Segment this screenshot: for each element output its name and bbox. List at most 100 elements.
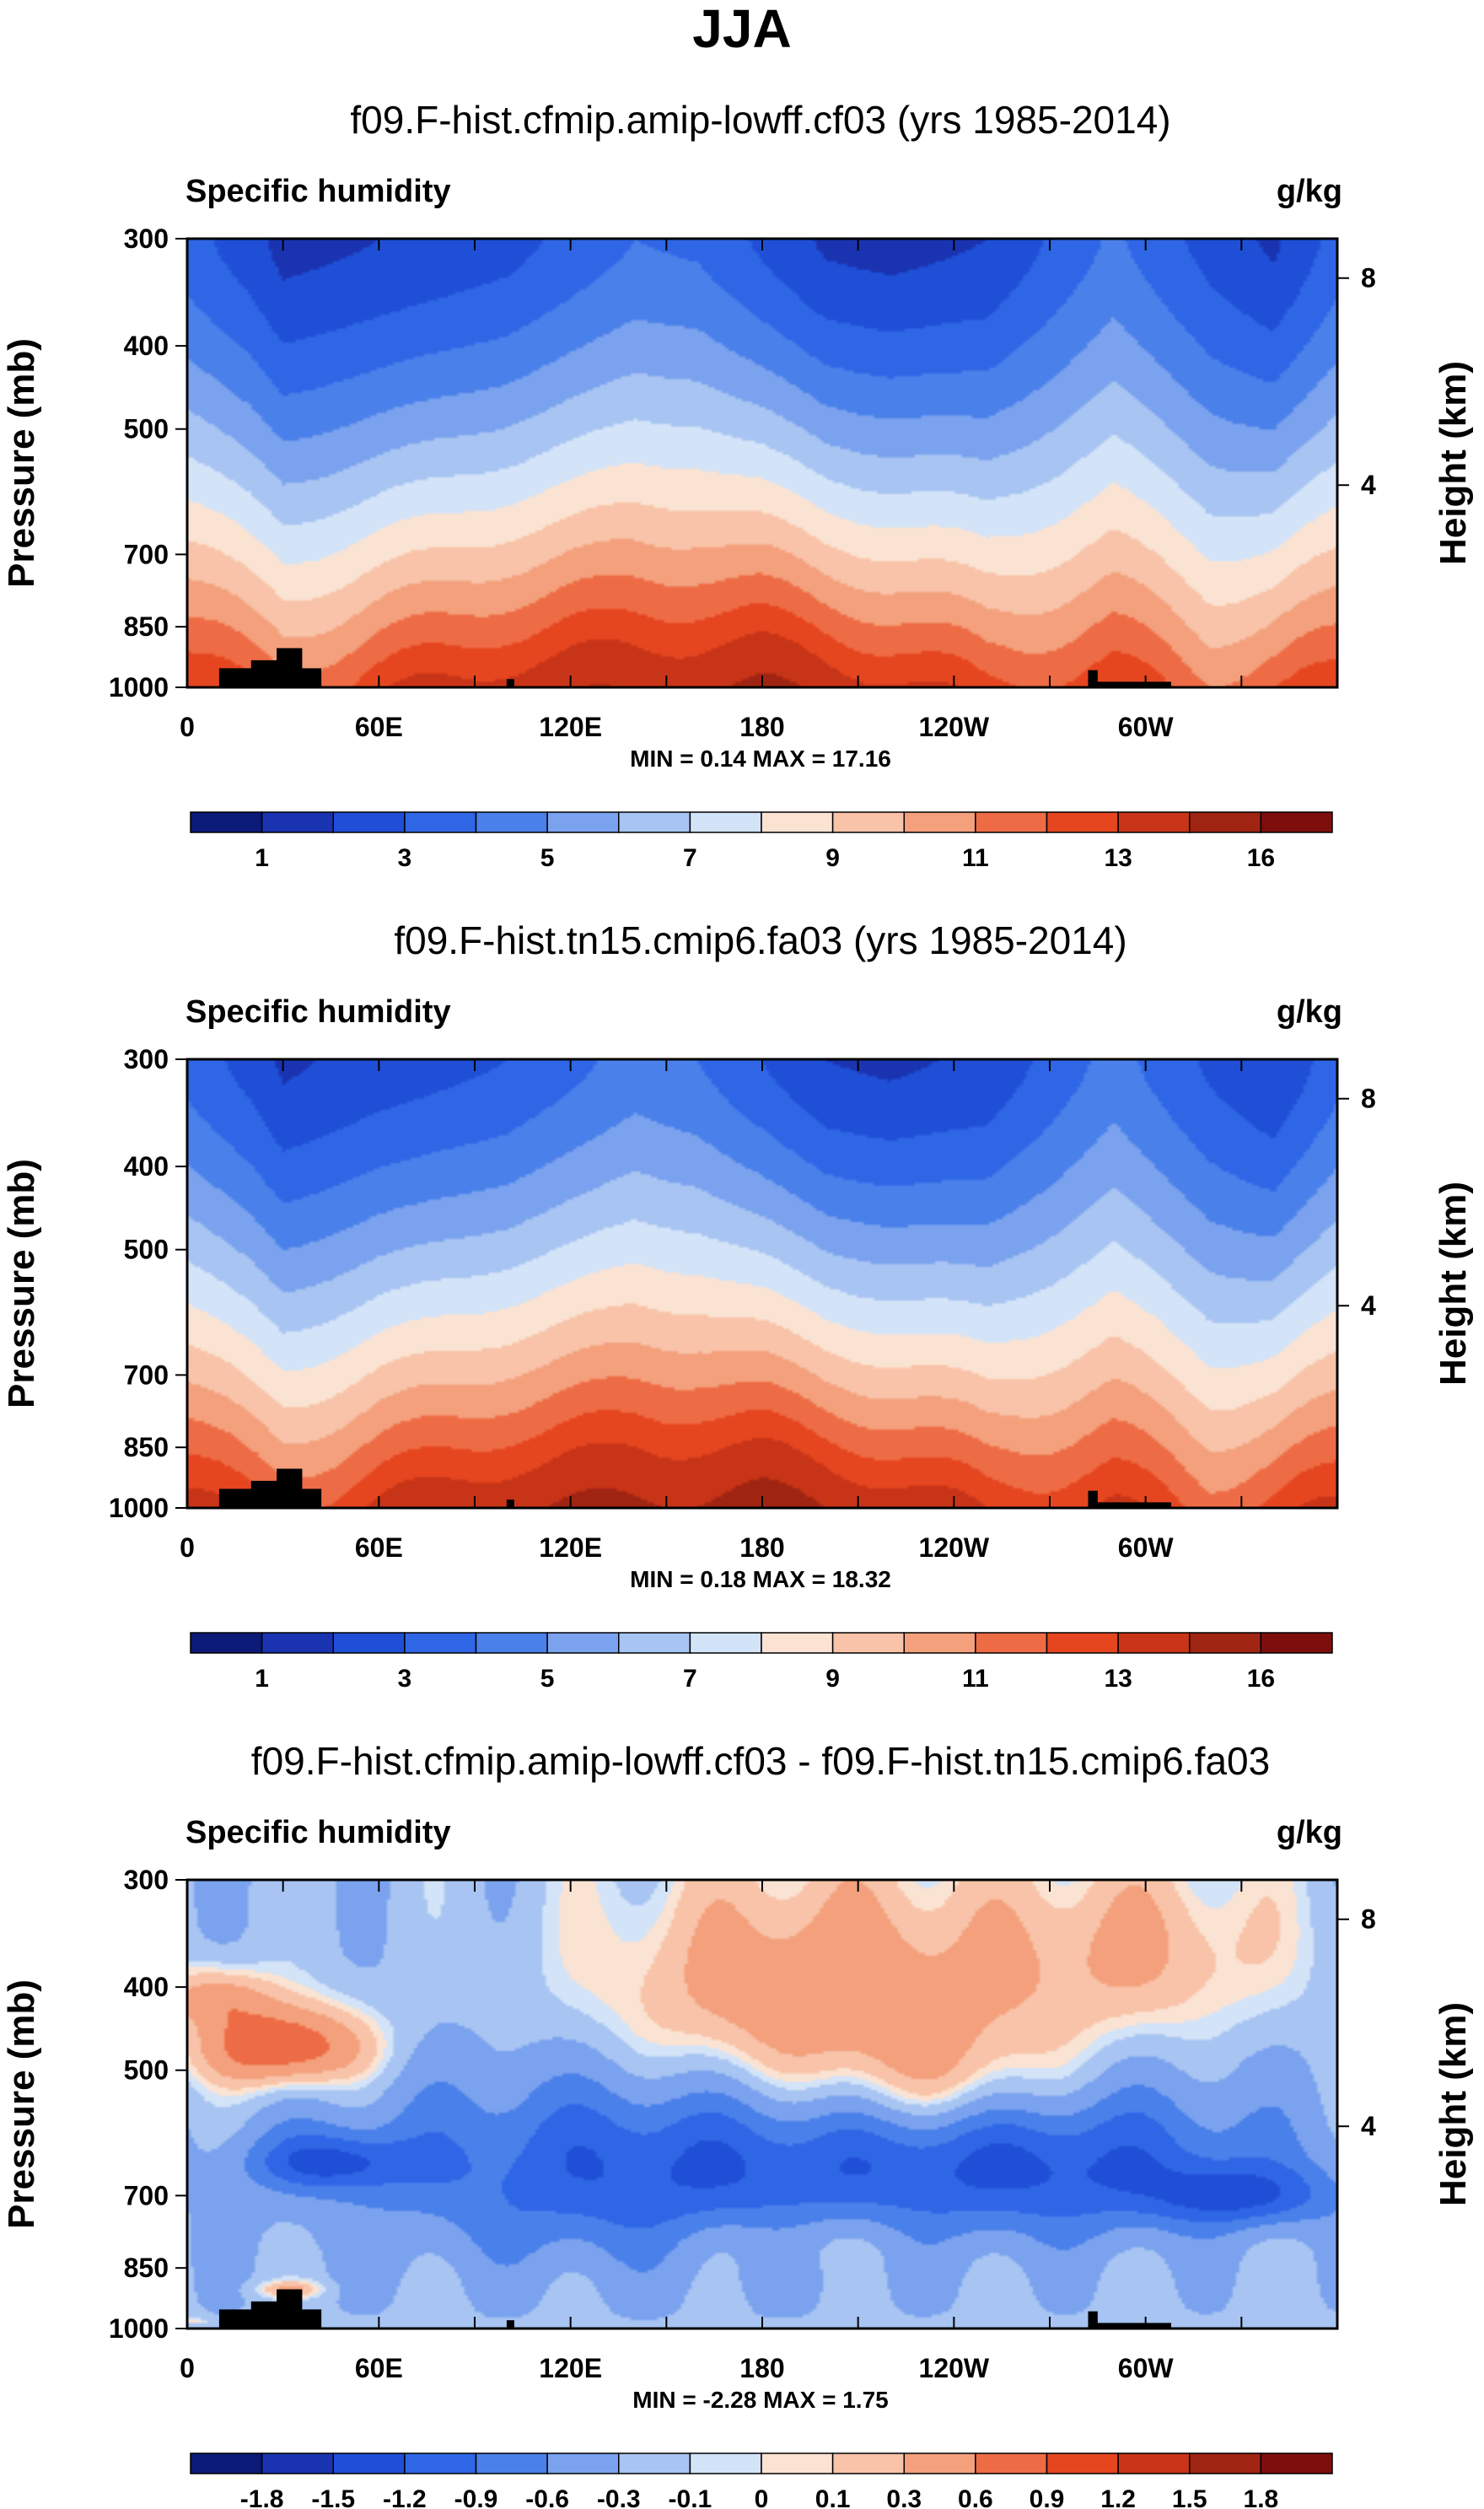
x-tick-label: 180: [739, 2353, 784, 2383]
topography-africa: [218, 1468, 322, 1508]
colorbar-swatch: [689, 2452, 762, 2474]
topography-sumatra: [506, 2320, 514, 2329]
min-max-stats: MIN = -2.28 MAX = 1.75: [632, 2387, 888, 2413]
colorbar-swatch: [475, 1632, 548, 1654]
panel-2: f09.F-hist.tn15.cmip6.fa03 (yrs 1985-201…: [1, 918, 1474, 1693]
x-tick-label: 0: [180, 2353, 195, 2383]
y-tick-label: 300: [124, 223, 169, 254]
colorbar-swatch: [1117, 2452, 1191, 2474]
min-max-stats: MIN = 0.18 MAX = 18.32: [630, 1566, 891, 1592]
units-label: g/kg: [1277, 174, 1342, 209]
topography-sumatra: [506, 679, 514, 687]
colorbar-swatch: [689, 811, 762, 833]
y-tick-label: 400: [124, 1151, 169, 1182]
colorbar-label: 13: [1104, 844, 1132, 872]
colorbar-label: 11: [962, 844, 989, 872]
colorbar-swatch: [261, 1632, 334, 1654]
colorbar-label: 11: [962, 1665, 989, 1693]
x-tick-label: 60W: [1118, 712, 1175, 742]
y-tick-label: 300: [124, 1865, 169, 1895]
y-axis-label-right: Height (km): [1433, 361, 1474, 565]
panel-title: f09.F-hist.cfmip.amip-lowff.cf03 (yrs 19…: [350, 98, 1170, 142]
colorbar-label: 0: [755, 2485, 769, 2509]
y-tick-label: 850: [124, 611, 169, 642]
colorbar-label: -0.1: [669, 2485, 712, 2509]
page-title: JJA: [692, 0, 791, 59]
panel-title: f09.F-hist.tn15.cmip6.fa03 (yrs 1985-201…: [394, 918, 1126, 962]
y-tick-label: 1000: [109, 672, 169, 703]
colorbar-label: 7: [683, 1665, 697, 1693]
y-axis-label-right: Height (km): [1433, 2002, 1474, 2206]
x-tick-label: 120E: [539, 1532, 602, 1563]
colorbar-swatch: [404, 811, 477, 833]
colorbar-swatch: [190, 1632, 263, 1654]
y-axis-label: Pressure (mb): [1, 1159, 42, 1408]
colorbar-swatch: [1117, 1632, 1191, 1654]
colorbar-swatch: [903, 1632, 976, 1654]
colorbar-swatch: [975, 811, 1048, 833]
colorbar-swatch: [1046, 2452, 1119, 2474]
x-tick-label: 0: [180, 1532, 195, 1563]
colorbar-swatch: [1046, 811, 1119, 833]
colorbar-label: 13: [1104, 1665, 1132, 1693]
colorbar-swatch: [618, 811, 691, 833]
y-tick-label: 1000: [109, 2313, 169, 2344]
height-tick-label: 4: [1361, 2111, 1376, 2141]
panel-3: f09.F-hist.cfmip.amip-lowff.cf03 - f09.F…: [1, 1739, 1474, 2509]
colorbar-swatch: [1117, 811, 1191, 833]
colorbar-swatch: [831, 811, 905, 833]
height-tick-label: 8: [1361, 263, 1376, 293]
height-tick-label: 4: [1361, 1290, 1376, 1321]
x-tick-label: 60W: [1118, 2353, 1175, 2383]
y-tick-label: 500: [124, 2055, 169, 2086]
x-tick-label: 180: [739, 1532, 784, 1563]
colorbar-label: 1.2: [1100, 2485, 1136, 2509]
colorbar-label: 0.9: [1030, 2485, 1065, 2509]
contour-field: [187, 1880, 1337, 2329]
colorbar-swatch: [1189, 811, 1262, 833]
colorbar-swatch: [332, 811, 406, 833]
topography-africa: [218, 648, 322, 687]
y-tick-label: 700: [124, 2180, 169, 2210]
y-tick-label: 700: [124, 1359, 169, 1390]
colorbar-label: -0.9: [454, 2485, 498, 2509]
topography-andes: [1088, 1490, 1171, 1508]
topography-sumatra: [506, 1499, 514, 1508]
x-tick-label: 180: [739, 712, 784, 742]
colorbar-label: 5: [540, 844, 555, 872]
colorbar-swatch: [546, 1632, 620, 1654]
colorbar-swatch: [1260, 1632, 1333, 1654]
min-max-stats: MIN = 0.14 MAX = 17.16: [630, 746, 891, 772]
colorbar-swatch: [546, 811, 620, 833]
colorbar-swatch: [190, 811, 263, 833]
y-tick-label: 1000: [109, 1493, 169, 1523]
colorbar-swatch: [761, 811, 834, 833]
colorbar-label: 16: [1247, 844, 1275, 872]
colorbar-swatch: [475, 2452, 548, 2474]
x-tick-label: 60E: [355, 2353, 403, 2383]
topography-andes: [1088, 2311, 1171, 2329]
colorbar-swatch: [761, 2452, 834, 2474]
colorbar-swatch: [404, 1632, 477, 1654]
y-tick-label: 850: [124, 1432, 169, 1462]
colorbar-label: 7: [683, 844, 697, 872]
units-label: g/kg: [1277, 994, 1342, 1030]
x-tick-label: 60E: [355, 1532, 403, 1563]
y-tick-label: 500: [124, 1235, 169, 1265]
colorbar-label: -1.2: [383, 2485, 427, 2509]
colorbar-swatch: [1189, 1632, 1262, 1654]
colorbar-swatch: [618, 2452, 691, 2474]
colorbar-swatch: [1189, 2452, 1262, 2474]
colorbar-swatch: [903, 811, 976, 833]
colorbar-label: -0.6: [525, 2485, 569, 2509]
colorbar-swatch: [761, 1632, 834, 1654]
colorbar-label: 1.8: [1244, 2485, 1279, 2509]
x-tick-label: 120W: [919, 2353, 990, 2383]
colorbar-swatch: [831, 1632, 905, 1654]
colorbar-swatch: [1260, 2452, 1333, 2474]
contour-field: [187, 1059, 1337, 1508]
colorbar-swatch: [975, 2452, 1048, 2474]
y-axis-label-right: Height (km): [1433, 1182, 1474, 1386]
panel-title: f09.F-hist.cfmip.amip-lowff.cf03 - f09.F…: [251, 1739, 1270, 1783]
